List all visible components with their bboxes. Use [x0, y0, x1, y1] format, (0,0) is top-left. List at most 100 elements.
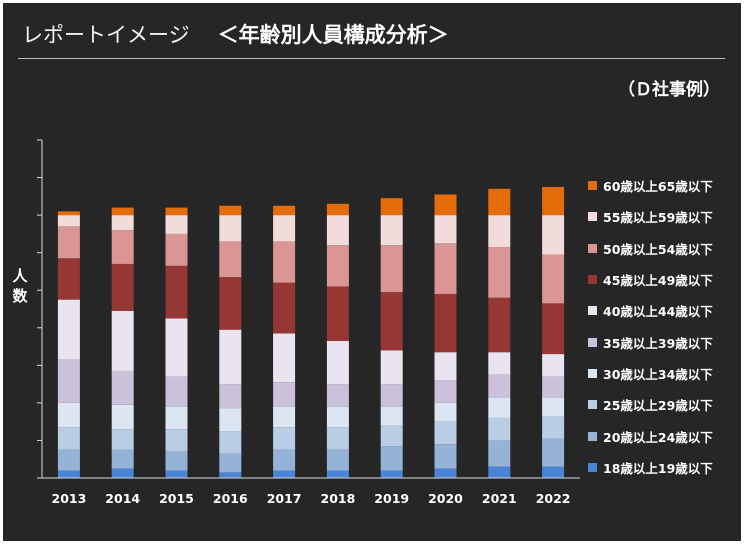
bar-segment-2016-series-2	[219, 431, 242, 454]
bar-segment-2014-series-1	[111, 449, 134, 469]
bar-segment-2018-series-2	[326, 427, 349, 450]
legend-swatch	[588, 275, 597, 285]
bar-segment-2017-series-4	[273, 382, 296, 407]
bar-segment-2013-series-4	[57, 359, 80, 403]
legend-item-series-4: 35歳以上39歳以下	[588, 326, 734, 357]
bar-segment-2019-series-5	[380, 350, 403, 385]
bar-segment-2019-series-0	[380, 470, 403, 478]
bar-segment-2022-series-4	[542, 376, 565, 398]
bar-segment-2020-series-4	[434, 380, 457, 403]
bar-segment-2020-series-7	[434, 243, 457, 294]
bar-segment-2014-series-4	[111, 370, 134, 405]
bar-segment-2018-series-8	[326, 215, 349, 246]
bar-segment-2022-series-8	[542, 215, 565, 255]
bar-stack-2015	[165, 207, 188, 478]
bar-segment-2015-series-4	[165, 376, 188, 407]
bar-segment-2019-series-7	[380, 245, 403, 293]
bar-segment-2014-series-9	[111, 207, 134, 216]
x-tick-label-2016: 2016	[213, 491, 248, 506]
legend-label: 40歳以上44歳以下	[603, 304, 713, 320]
bar-segment-2018-series-5	[326, 340, 349, 385]
legend-item-series-8: 55歳以上59歳以下	[588, 201, 734, 232]
x-tick-label-2014: 2014	[105, 491, 140, 506]
bar-segment-2016-series-3	[219, 408, 242, 432]
legend-label: 25歳以上29歳以下	[603, 398, 713, 414]
bar-segment-2018-series-9	[326, 203, 349, 216]
bar-segment-2016-series-0	[219, 472, 242, 478]
bar-segment-2020-series-2	[434, 421, 457, 445]
bar-segment-2017-series-5	[273, 333, 296, 383]
bar-segment-2013-series-6	[57, 258, 80, 300]
bar-segment-2015-series-7	[165, 233, 188, 266]
bar-segment-2022-series-6	[542, 303, 565, 355]
bar-segment-2018-series-3	[326, 406, 349, 428]
bar-stack-2020	[434, 194, 457, 478]
legend-label: 55歳以上59歳以下	[603, 210, 713, 226]
bar-segment-2020-series-6	[434, 293, 457, 353]
bar-segment-2021-series-8	[488, 215, 511, 248]
bar-stack-2013	[57, 211, 80, 478]
bar-segment-2021-series-3	[488, 397, 511, 418]
x-tick-label-2020: 2020	[428, 491, 463, 506]
bar-segment-2014-series-6	[111, 263, 134, 311]
bar-segment-2020-series-9	[434, 194, 457, 216]
bar-segment-2015-series-6	[165, 265, 188, 319]
bar-segment-2021-series-9	[488, 188, 511, 216]
legend-label: 35歳以上39歳以下	[603, 335, 713, 351]
legend-label: 60歳以上65歳以下	[603, 179, 713, 195]
bar-stack-2019	[380, 198, 403, 478]
bar-segment-2014-series-8	[111, 215, 134, 231]
x-tick-label-2018: 2018	[321, 491, 356, 506]
bar-segment-2017-series-8	[273, 215, 296, 242]
bar-segment-2018-series-4	[326, 384, 349, 407]
bar-segment-2015-series-0	[165, 470, 188, 478]
bar-segment-2016-series-6	[219, 277, 242, 330]
y-axis-label: 人数	[12, 267, 28, 305]
legend-item-series-3: 30歳以上34歳以下	[588, 358, 734, 389]
bar-stack-2017	[273, 205, 296, 478]
bar-segment-2013-series-2	[57, 427, 80, 450]
legend-item-series-7: 50歳以上54歳以下	[588, 233, 734, 264]
bar-segment-2021-series-2	[488, 417, 511, 441]
bar-segment-2015-series-5	[165, 318, 188, 377]
bar-segment-2021-series-4	[488, 374, 511, 398]
bar-segment-2017-series-2	[273, 427, 296, 450]
bar-segment-2017-series-9	[273, 205, 296, 216]
bar-segment-2020-series-5	[434, 352, 457, 381]
legend-item-series-2: 25歳以上29歳以下	[588, 389, 734, 420]
title-lead: レポートイメージ	[22, 23, 190, 47]
bar-segment-2018-series-7	[326, 245, 349, 287]
legend-swatch	[588, 400, 597, 410]
bar-segment-2015-series-3	[165, 406, 188, 430]
legend-item-series-5: 40歳以上44歳以下	[588, 295, 734, 326]
bar-segment-2022-series-9	[542, 186, 565, 216]
x-tick-label-2013: 2013	[52, 491, 87, 506]
bar-segment-2022-series-3	[542, 397, 565, 417]
legend-label: 20歳以上24歳以下	[603, 429, 713, 445]
bar-segment-2017-series-3	[273, 406, 296, 428]
legend-label: 45歳以上49歳以下	[603, 273, 713, 289]
bar-segment-2014-series-7	[111, 230, 134, 264]
bar-stack-2022	[542, 186, 565, 478]
bar-segment-2018-series-6	[326, 286, 349, 341]
legend-swatch	[588, 181, 597, 191]
bar-segment-2016-series-1	[219, 453, 242, 473]
legend-swatch	[588, 337, 597, 347]
bar-segment-2019-series-2	[380, 425, 403, 447]
legend-swatch	[588, 243, 597, 253]
bar-segment-2017-series-6	[273, 282, 296, 334]
bar-segment-2016-series-8	[219, 215, 242, 242]
legend-swatch	[588, 212, 597, 222]
legend-swatch	[588, 462, 597, 472]
bar-segment-2020-series-1	[434, 444, 457, 469]
bar-segment-2019-series-3	[380, 406, 403, 426]
bar-segment-2015-series-9	[165, 207, 188, 216]
bar-segment-2016-series-5	[219, 329, 242, 385]
x-tick-label-2019: 2019	[374, 491, 409, 506]
bar-segment-2019-series-9	[380, 198, 403, 216]
bar-segment-2020-series-8	[434, 215, 457, 244]
bar-segment-2014-series-0	[111, 468, 134, 478]
bar-stack-2021	[488, 188, 511, 478]
bar-stack-2014	[111, 207, 134, 478]
